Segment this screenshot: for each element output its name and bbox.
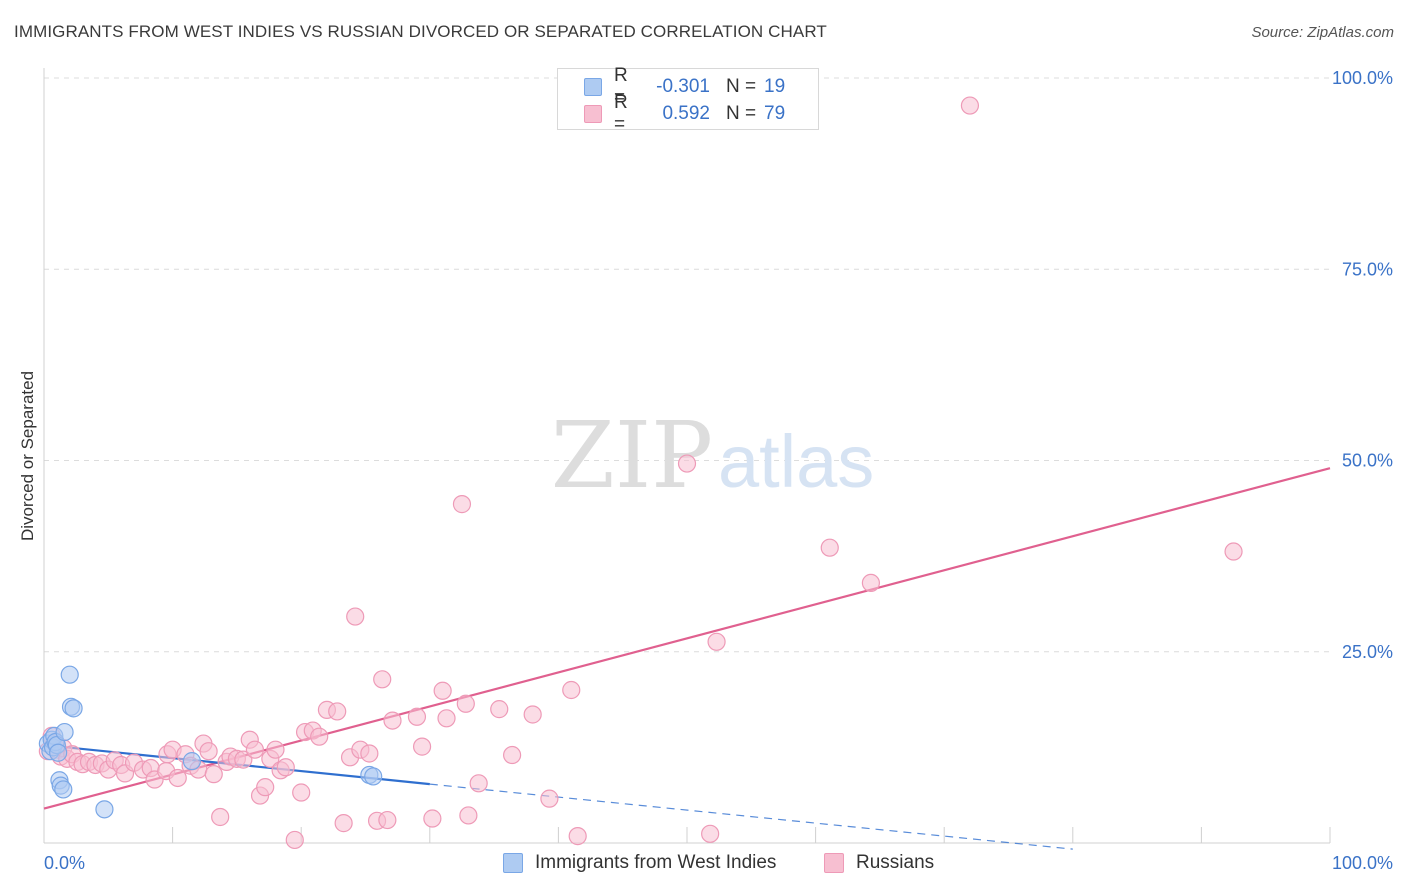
point-russians: [256, 778, 275, 797]
point-russians: [211, 807, 230, 827]
watermark: ZIP atlas: [551, 402, 874, 509]
point-west-indies: [54, 780, 73, 799]
point-russians: [346, 607, 365, 626]
legend-r-label: R =: [614, 92, 628, 135]
point-west-indies: [60, 665, 79, 684]
watermark-atlas: atlas: [718, 420, 874, 503]
source-label: Source: ZipAtlas.com: [1251, 24, 1394, 41]
point-russians: [373, 670, 392, 689]
point-russians: [412, 737, 432, 756]
legend-label-west-indies: Immigrants from West Indies: [535, 852, 777, 873]
chart-title: IMMIGRANTS FROM WEST INDIES VS RUSSIAN D…: [14, 22, 827, 41]
point-russians: [562, 680, 581, 700]
point-russians: [378, 810, 397, 830]
legend-n-label: N =: [726, 76, 757, 97]
point-russians: [433, 681, 452, 700]
point-russians: [459, 806, 478, 825]
legend-swatch-pink: [584, 105, 602, 123]
point-russians: [456, 694, 475, 713]
point-russians: [540, 789, 559, 808]
point-russians: [701, 824, 720, 843]
point-russians: [292, 783, 311, 802]
point-russians: [707, 632, 726, 651]
y-tick-label: 75.0%: [1342, 259, 1393, 279]
legend-r-label: R =: [614, 65, 628, 108]
legend-row-russians: R = 0.592 N = 79: [584, 92, 786, 135]
x-tick-label-max: 100.0%: [1332, 853, 1393, 873]
legend-swatch-pink: [824, 853, 844, 873]
tick-labels: 25.0% 50.0% 75.0% 100.0% 0.0% 100.0%: [44, 68, 1393, 873]
legend-r-value: -0.301: [656, 76, 710, 97]
legend-n-value: 19: [764, 76, 786, 97]
point-russians: [334, 814, 353, 833]
trendline-west-indies-extension: [429, 783, 1073, 850]
x-tick-label-min: 0.0%: [44, 853, 85, 873]
point-russians: [423, 809, 442, 828]
legend-row-west-indies: R = -0.301 N = 19: [584, 65, 786, 108]
y-tick-label: 25.0%: [1342, 642, 1393, 662]
legend-item-russians[interactable]: Russians: [824, 852, 934, 874]
gridlines: [44, 77, 1330, 653]
legend-swatch-blue: [503, 853, 523, 873]
point-russians: [1224, 542, 1243, 561]
point-russians: [383, 711, 402, 730]
point-russians: [469, 774, 488, 793]
point-west-indies: [95, 800, 114, 819]
axes: [43, 68, 1331, 844]
point-russians: [437, 709, 456, 728]
point-west-indies: [55, 722, 74, 742]
point-russians: [245, 740, 265, 759]
point-russians: [204, 765, 223, 784]
point-russians: [568, 827, 587, 846]
point-russians: [360, 744, 379, 763]
legend-swatch-blue: [584, 78, 602, 96]
point-west-indies: [49, 743, 68, 762]
point-russians: [234, 750, 253, 769]
point-russians: [168, 768, 187, 788]
y-tick-label: 50.0%: [1342, 451, 1393, 471]
legend-n-label: N =: [726, 103, 757, 124]
legend-item-west-indies[interactable]: Immigrants from West Indies: [503, 852, 776, 874]
point-russians: [310, 727, 329, 746]
point-west-indies: [364, 767, 383, 786]
point-russians: [960, 96, 980, 115]
legend-label-russians: Russians: [856, 852, 935, 873]
point-russians: [276, 758, 295, 777]
point-russians: [452, 495, 472, 514]
y-tick-label: 100.0%: [1332, 68, 1393, 88]
point-russians: [328, 702, 347, 721]
point-russians: [503, 745, 522, 765]
point-west-indies: [182, 752, 201, 771]
series-legend: Immigrants from West Indies Russians: [0, 852, 1406, 878]
point-russians: [199, 742, 218, 761]
legend-n-value: 79: [764, 103, 786, 124]
point-russians: [523, 705, 542, 724]
point-russians: [820, 538, 839, 557]
point-russians: [285, 830, 304, 850]
point-russians: [407, 707, 427, 726]
point-russians: [677, 454, 697, 473]
point-russians: [861, 573, 880, 593]
point-west-indies: [64, 699, 83, 718]
point-russians: [490, 700, 509, 719]
correlation-legend: R = -0.301 N = 19 R = 0.592 N = 79: [557, 65, 819, 135]
legend-r-value: 0.592: [662, 103, 710, 124]
point-russians: [266, 740, 285, 759]
trendlines: [43, 467, 1331, 850]
y-axis-label: Divorced or Separated: [18, 371, 37, 541]
data-points: [38, 96, 1243, 850]
